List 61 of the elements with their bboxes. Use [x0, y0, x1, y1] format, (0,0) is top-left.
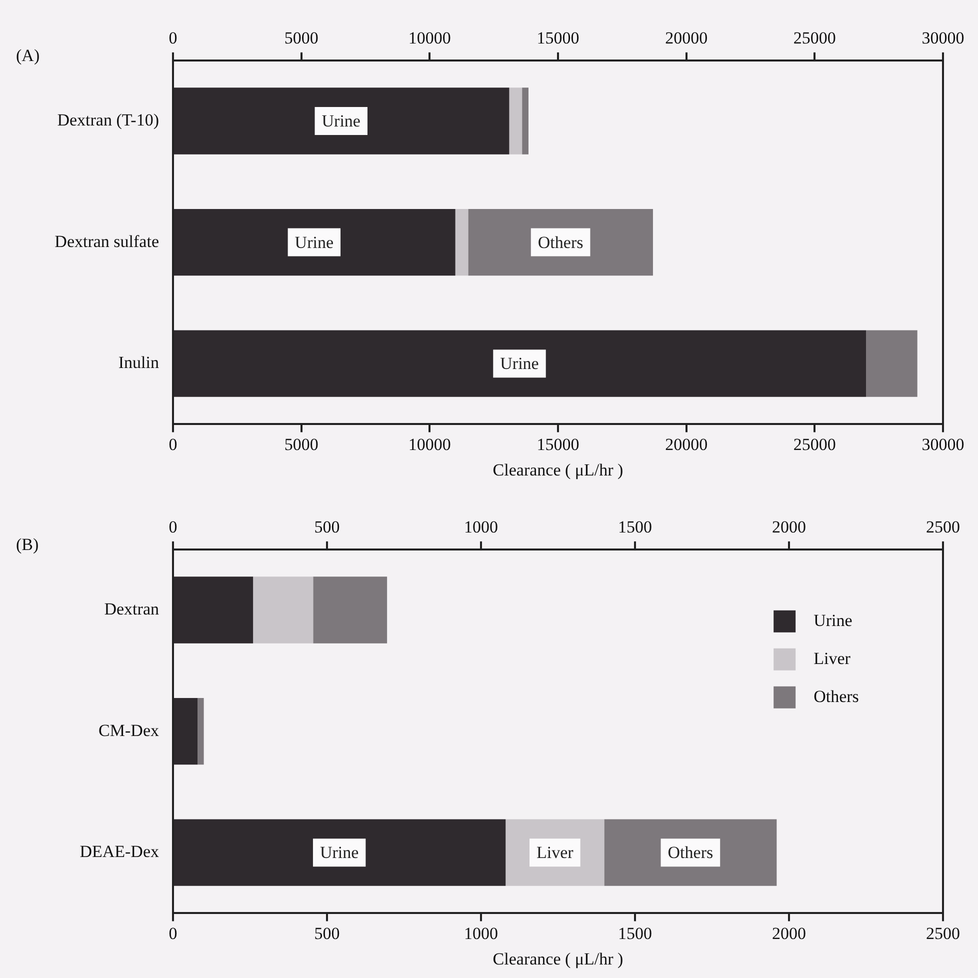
annotation: Urine [294, 232, 334, 252]
bar [604, 819, 777, 886]
bar [313, 576, 388, 644]
x2-tick-label: 1500 [618, 924, 652, 943]
text: (B) [16, 534, 39, 554]
x-tick-label: 25000 [793, 28, 836, 48]
annotation: Urine [320, 843, 359, 862]
bar [455, 208, 468, 276]
x-tick-label: 10000 [408, 28, 451, 48]
annotation: Others [538, 232, 584, 252]
bar [522, 88, 528, 154]
bar [174, 330, 866, 397]
x-tick-label: 1000 [464, 518, 498, 537]
legend-label: Liver [814, 648, 851, 668]
text: (A) [16, 46, 40, 65]
x2-tick-label: 0 [168, 924, 178, 943]
y-tick-label: Inulin [118, 353, 160, 372]
x-tick-label: 0 [168, 28, 178, 48]
x2-tick-label: 30000 [922, 434, 964, 454]
x-tick-label: 15000 [536, 28, 580, 48]
x2-tick-label: 5000 [284, 434, 318, 454]
legend-label: Others [814, 686, 859, 706]
bar [253, 576, 314, 644]
annotation: Others [668, 843, 714, 862]
x-tick-label: 2500 [926, 518, 960, 537]
bar [468, 208, 653, 276]
x-tick-label: 20000 [665, 28, 708, 48]
x-axis-title: Clearance ( μL/hr ) [492, 949, 624, 968]
x2-tick-label: 1000 [464, 924, 498, 943]
x2-tick-label: 500 [314, 924, 340, 943]
bar [174, 698, 198, 765]
x2-tick-label: 25000 [793, 434, 836, 454]
x-tick-label: 30000 [922, 28, 964, 48]
bar [174, 88, 510, 154]
y-tick-label: Dextran [104, 600, 160, 618]
x2-tick-label: 2500 [926, 924, 960, 943]
y-tick-label: CM-Dex [98, 720, 160, 740]
y-tick-label: Dextran sulfate [54, 232, 159, 251]
x-tick-label: 0 [168, 518, 178, 537]
legend-label: Urine [814, 610, 852, 630]
bar [509, 88, 522, 154]
bar [198, 698, 204, 765]
annotation: Urine [500, 354, 539, 374]
x2-tick-label: 0 [168, 434, 178, 454]
x-tick-label: 1500 [618, 518, 652, 537]
x2-tick-label: 15000 [536, 434, 580, 454]
bar [866, 330, 918, 397]
x-tick-label: 2000 [772, 518, 806, 537]
x-axis-title: Clearance ( μL/hr ) [492, 460, 624, 480]
annotation: Urine [322, 112, 360, 130]
y-tick-label: DEAE-Dex [80, 842, 160, 862]
x2-tick-label: 2000 [772, 924, 806, 943]
x2-tick-label: 10000 [408, 434, 451, 454]
bar [174, 208, 456, 276]
x2-tick-label: 20000 [665, 434, 708, 454]
annotation: Liver [536, 843, 574, 862]
y-tick-label: Dextran (T-10) [57, 110, 159, 130]
x-tick-label: 5000 [284, 28, 318, 48]
bar [174, 819, 506, 886]
x-tick-label: 500 [314, 518, 340, 537]
bar [174, 576, 254, 644]
